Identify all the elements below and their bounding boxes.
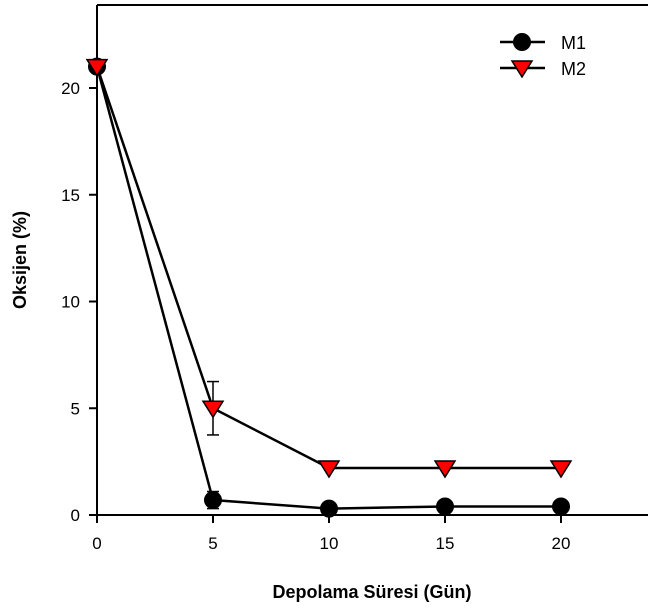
- data-point: [320, 499, 338, 518]
- x-tick-label: 0: [92, 534, 101, 553]
- series-layer: [85, 57, 573, 518]
- data-point: [201, 400, 225, 419]
- plot-area: [96, 4, 648, 516]
- x-ticks: 0 5 10 15 20: [92, 515, 570, 553]
- data-point: [433, 460, 457, 479]
- data-point: [317, 460, 341, 479]
- legend-label: M1: [561, 33, 586, 53]
- y-ticks: 0 5 10 15 20: [61, 79, 97, 525]
- x-tick-label: 20: [552, 534, 571, 553]
- data-point: [549, 460, 573, 479]
- data-point: [436, 497, 454, 516]
- y-tick-label: 0: [71, 506, 80, 525]
- series-line: [95, 66, 561, 510]
- legend-label: M2: [561, 59, 586, 79]
- legend-marker: [513, 33, 531, 51]
- y-tick-label: 10: [61, 293, 80, 312]
- x-tick-label: 15: [436, 534, 455, 553]
- data-point: [204, 491, 222, 510]
- x-tick-label: 10: [320, 534, 339, 553]
- y-tick-label: 5: [71, 399, 80, 418]
- x-axis-title: Depolama Süresi (Gün): [272, 582, 471, 602]
- series-M2: [85, 58, 573, 479]
- y-tick-label: 20: [61, 79, 80, 98]
- data-point: [552, 497, 570, 516]
- x-tick-label: 5: [208, 534, 217, 553]
- data-point: [85, 58, 109, 78]
- series-line: [95, 66, 561, 470]
- y-axis-title: Oksijen (%): [10, 211, 30, 309]
- legend-marker: [510, 60, 534, 79]
- y-tick-label: 15: [61, 186, 80, 205]
- series-M1: [88, 57, 570, 518]
